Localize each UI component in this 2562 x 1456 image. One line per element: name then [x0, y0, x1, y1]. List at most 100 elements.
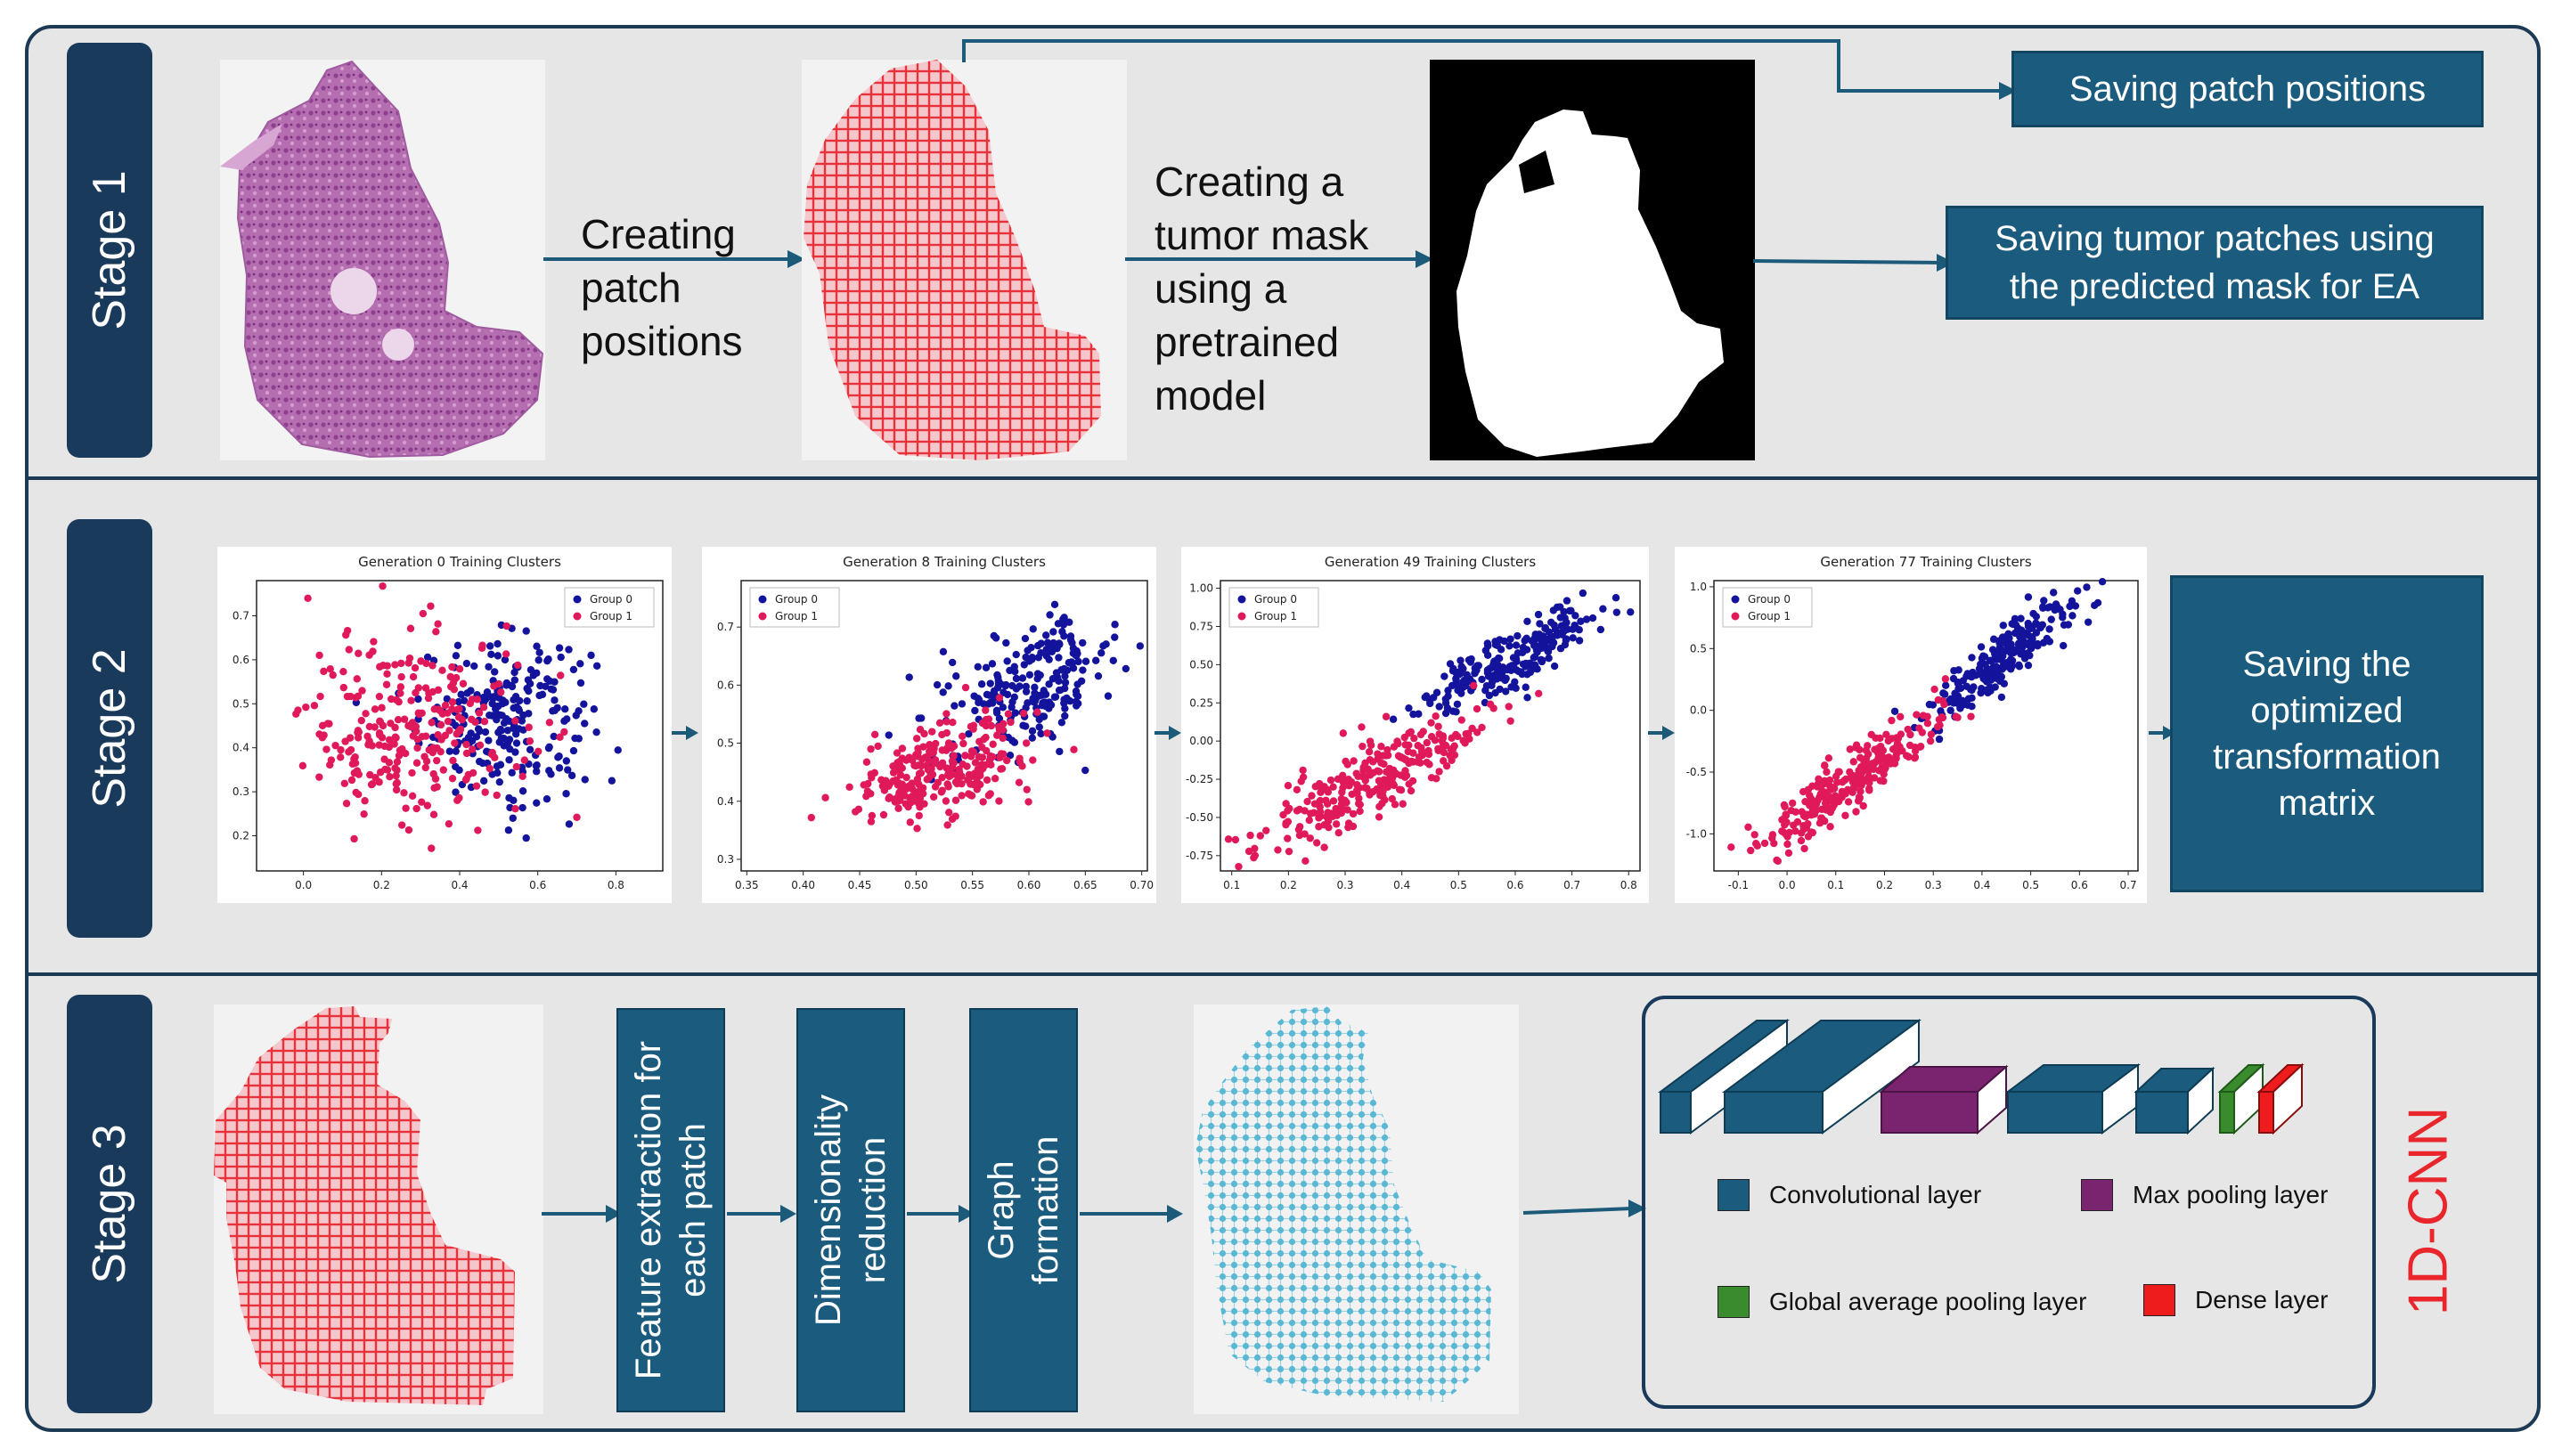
- data-point: [1450, 751, 1459, 760]
- data-point: [1055, 639, 1064, 647]
- data-point: [573, 813, 581, 821]
- data-point: [1427, 733, 1436, 741]
- data-point: [992, 709, 1001, 717]
- data-point: [1016, 682, 1024, 690]
- data-point: [493, 716, 501, 724]
- data-point: [933, 680, 942, 689]
- data-point: [1911, 747, 1920, 755]
- data-point: [862, 758, 871, 766]
- data-point: [1375, 777, 1383, 785]
- data-point: [959, 732, 967, 740]
- legend-box: [1228, 587, 1319, 628]
- data-point: [532, 761, 541, 770]
- data-point: [894, 804, 902, 812]
- data-point: [868, 811, 877, 820]
- data-point: [1079, 666, 1087, 674]
- data-point: [1549, 639, 1558, 647]
- data-point: [512, 739, 521, 747]
- legend-label: Group 1: [775, 610, 818, 622]
- data-point: [1844, 798, 1853, 806]
- data-point: [1031, 689, 1039, 697]
- legend-marker: [1731, 595, 1740, 604]
- data-point: [448, 663, 456, 671]
- data-point: [326, 665, 334, 673]
- y-tick-label: -0.25: [1186, 773, 1213, 785]
- data-point: [437, 720, 445, 729]
- data-point: [1122, 664, 1130, 673]
- data-point: [1047, 701, 1056, 709]
- legend-box: [1722, 587, 1813, 628]
- data-point: [511, 717, 519, 725]
- data-point: [1781, 802, 1789, 811]
- data-point: [1010, 693, 1018, 702]
- data-point: [1038, 701, 1047, 710]
- x-tick-label: 0.8: [608, 879, 624, 891]
- data-point: [1986, 666, 1995, 675]
- data-point: [1425, 761, 1433, 769]
- data-point: [448, 698, 457, 706]
- data-point: [592, 662, 601, 670]
- data-point: [526, 665, 535, 674]
- plot-title: Generation 77 Training Clusters: [1820, 554, 2031, 570]
- data-point: [1375, 813, 1383, 821]
- tumor-mask-step-label: Creating a tumor mask using a pretrained…: [1155, 159, 1369, 419]
- data-point: [1807, 794, 1815, 802]
- data-point: [1940, 690, 1949, 698]
- data-point: [2024, 593, 2033, 601]
- data-point: [1880, 770, 1888, 778]
- data-point: [1060, 695, 1068, 704]
- data-point: [543, 656, 551, 665]
- data-point: [1787, 807, 1795, 815]
- data-point: [1599, 605, 1607, 613]
- data-point: [1536, 635, 1544, 643]
- data-point: [2068, 612, 2077, 620]
- data-point: [984, 700, 993, 708]
- data-point: [915, 761, 923, 769]
- data-point: [533, 642, 541, 650]
- saving-transformation-matrix-box: Saving the optimized transformation matr…: [2170, 575, 2484, 892]
- data-point: [1056, 747, 1064, 756]
- data-point: [1388, 774, 1397, 783]
- data-point: [958, 792, 966, 800]
- data-point: [1989, 635, 1998, 643]
- data-point: [1523, 694, 1531, 702]
- data-point: [354, 692, 363, 700]
- data-point: [383, 670, 391, 678]
- data-point: [469, 769, 477, 777]
- data-point: [1874, 754, 1882, 762]
- data-point: [936, 762, 944, 771]
- data-point: [953, 779, 961, 788]
- data-point: [1859, 801, 1867, 810]
- data-point: [608, 777, 616, 785]
- data-point: [921, 753, 929, 761]
- x-tick-label: 0.0: [295, 879, 312, 891]
- data-point: [447, 682, 455, 691]
- data-point: [350, 754, 358, 763]
- data-point: [470, 662, 478, 671]
- data-point: [1067, 659, 1075, 667]
- arrow-plot-0-to-1: [672, 726, 698, 740]
- arrow-features-to-dimred: [727, 1205, 796, 1223]
- data-point: [1333, 811, 1342, 819]
- stage-2-label: Stage 2: [84, 648, 135, 809]
- data-point: [1933, 722, 1942, 731]
- data-point: [397, 821, 406, 829]
- data-point: [1523, 617, 1531, 625]
- data-point: [939, 647, 948, 656]
- data-point: [462, 749, 471, 758]
- data-point: [1350, 757, 1358, 765]
- data-point: [533, 768, 541, 776]
- data-point: [1324, 788, 1333, 796]
- data-point: [488, 770, 496, 778]
- data-point: [1301, 857, 1310, 866]
- data-point: [959, 739, 967, 748]
- data-point: [2024, 661, 2033, 670]
- data-point: [862, 792, 870, 801]
- data-point: [1284, 834, 1292, 842]
- data-point: [1753, 842, 1761, 850]
- data-point: [1074, 657, 1082, 666]
- stage-divider-1: [25, 476, 2541, 480]
- data-point: [967, 752, 975, 761]
- data-point: [1004, 710, 1013, 718]
- legend-label: Group 0: [1748, 593, 1791, 606]
